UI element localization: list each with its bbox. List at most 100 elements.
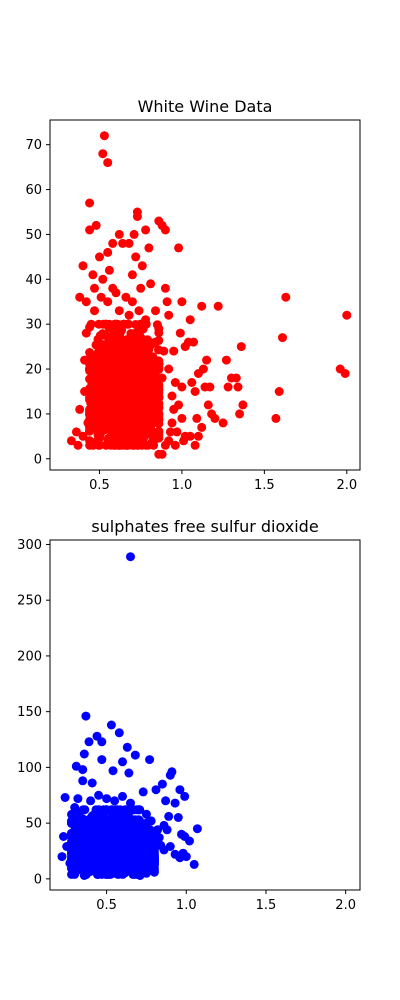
cluster-point	[132, 346, 142, 355]
data-point	[144, 243, 154, 253]
cluster-point	[91, 424, 101, 434]
x-tick-label: 0.5	[96, 898, 117, 913]
data-point	[193, 431, 203, 441]
panel-bottom-y-axis: 0 50 100 150 200 250 300	[17, 538, 50, 887]
data-point	[122, 742, 132, 752]
data-point	[233, 382, 243, 392]
cluster-point	[67, 809, 76, 819]
data-point	[79, 749, 89, 759]
data-point	[103, 297, 113, 307]
y-tick-label: 100	[17, 761, 42, 776]
panel-bottom: sulphates free sulfur dioxide 0.5 1.0 1.5 2…	[17, 517, 361, 913]
x-tick-label: 1.0	[172, 478, 193, 493]
data-point	[179, 436, 189, 446]
data-point	[154, 449, 164, 459]
data-point	[90, 409, 99, 419]
panel-top-title: White Wine Data	[138, 97, 273, 116]
data-point	[65, 858, 75, 868]
data-point	[129, 355, 139, 365]
y-tick-label: 0	[34, 452, 42, 467]
data-point	[165, 770, 175, 780]
data-point	[141, 315, 151, 325]
data-point	[170, 440, 180, 450]
data-point	[126, 552, 135, 562]
cluster-point	[109, 808, 119, 818]
data-point	[73, 440, 83, 450]
data-point	[126, 854, 135, 864]
data-point	[134, 847, 143, 857]
data-point	[118, 865, 127, 875]
data-point	[95, 373, 104, 383]
data-point	[221, 355, 231, 365]
data-point	[146, 279, 156, 289]
data-point	[126, 373, 136, 383]
data-point	[137, 261, 147, 271]
data-point	[236, 342, 246, 352]
cluster-point	[154, 388, 164, 398]
data-point	[98, 818, 108, 828]
y-tick-label: 250	[17, 594, 42, 609]
data-point	[149, 436, 159, 446]
data-point	[342, 310, 352, 320]
x-tick-label: 1.0	[176, 898, 197, 913]
data-point	[340, 369, 350, 378]
data-point	[86, 319, 96, 329]
cluster-point	[102, 357, 112, 367]
data-point	[203, 400, 213, 410]
data-point	[159, 845, 169, 855]
data-point	[126, 418, 136, 428]
data-point	[177, 382, 187, 392]
data-point	[181, 852, 191, 862]
data-point	[121, 346, 131, 356]
data-point	[60, 793, 70, 802]
cluster-point	[129, 428, 138, 438]
data-point	[164, 811, 174, 821]
data-point	[85, 198, 95, 208]
data-point	[218, 418, 228, 428]
cluster-point	[95, 331, 105, 341]
cluster-point	[100, 862, 110, 872]
data-point	[118, 791, 127, 801]
data-point	[71, 818, 81, 828]
y-tick-label: 40	[25, 273, 42, 288]
data-point	[116, 364, 126, 374]
data-point	[185, 315, 195, 325]
cluster-point	[82, 819, 92, 829]
cluster-point	[98, 393, 108, 403]
data-point	[103, 158, 113, 168]
data-point	[162, 297, 172, 307]
data-point	[111, 382, 121, 392]
cluster-point	[93, 435, 103, 445]
data-point	[114, 229, 124, 239]
data-point	[137, 387, 147, 396]
data-point	[157, 373, 167, 383]
cluster-point	[95, 844, 105, 854]
data-point	[71, 427, 81, 437]
data-point	[167, 418, 177, 428]
y-tick-label: 300	[17, 538, 42, 553]
data-point	[91, 364, 101, 374]
data-point	[95, 252, 104, 262]
cluster-point	[106, 398, 116, 408]
data-point	[164, 310, 174, 320]
x-tick-label: 2.0	[336, 478, 357, 493]
data-point	[84, 737, 94, 747]
data-point	[157, 779, 167, 789]
data-point	[154, 833, 164, 843]
cluster-point	[115, 356, 125, 366]
data-point	[124, 238, 134, 248]
cluster-point	[147, 846, 157, 856]
cluster-point	[112, 319, 121, 329]
cluster-point	[103, 409, 113, 419]
panel-bottom-x-axis: 0.5 1.0 1.5 2.0	[96, 890, 356, 913]
data-point	[126, 798, 135, 808]
data-point	[271, 413, 281, 423]
data-point	[129, 229, 139, 239]
data-point	[153, 825, 163, 835]
y-tick-label: 30	[25, 318, 42, 333]
data-point	[189, 337, 198, 347]
cluster-point	[112, 817, 122, 827]
data-point	[106, 824, 116, 834]
data-point	[79, 871, 89, 880]
